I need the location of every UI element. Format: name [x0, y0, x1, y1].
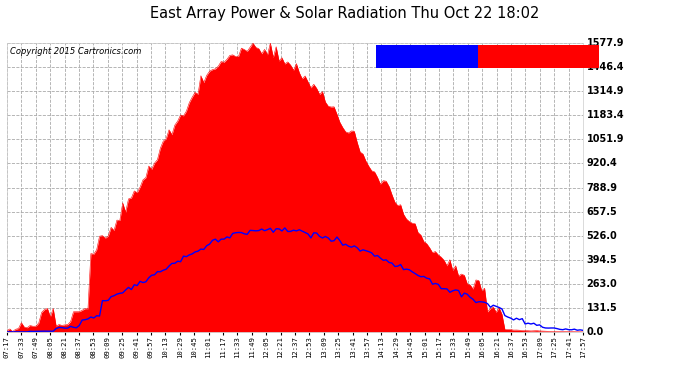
- Text: 1314.9: 1314.9: [586, 86, 624, 96]
- Text: 263.0: 263.0: [586, 279, 618, 289]
- Text: 131.5: 131.5: [586, 303, 618, 313]
- Text: 526.0: 526.0: [586, 231, 618, 241]
- Text: 1446.4: 1446.4: [586, 62, 624, 72]
- Text: 394.5: 394.5: [586, 255, 618, 265]
- Text: Radiation (w/m2): Radiation (w/m2): [379, 52, 462, 61]
- Text: 788.9: 788.9: [586, 183, 618, 192]
- Text: 0.0: 0.0: [586, 327, 604, 337]
- Text: 1183.4: 1183.4: [586, 110, 624, 120]
- Text: 1577.9: 1577.9: [586, 38, 624, 48]
- Text: 657.5: 657.5: [586, 207, 618, 216]
- Text: East Array  (DC Watts): East Array (DC Watts): [481, 52, 590, 61]
- Text: 1051.9: 1051.9: [586, 134, 624, 144]
- Text: 920.4: 920.4: [586, 159, 618, 168]
- Text: Copyright 2015 Cartronics.com: Copyright 2015 Cartronics.com: [10, 47, 141, 56]
- Text: East Array Power & Solar Radiation Thu Oct 22 18:02: East Array Power & Solar Radiation Thu O…: [150, 6, 540, 21]
